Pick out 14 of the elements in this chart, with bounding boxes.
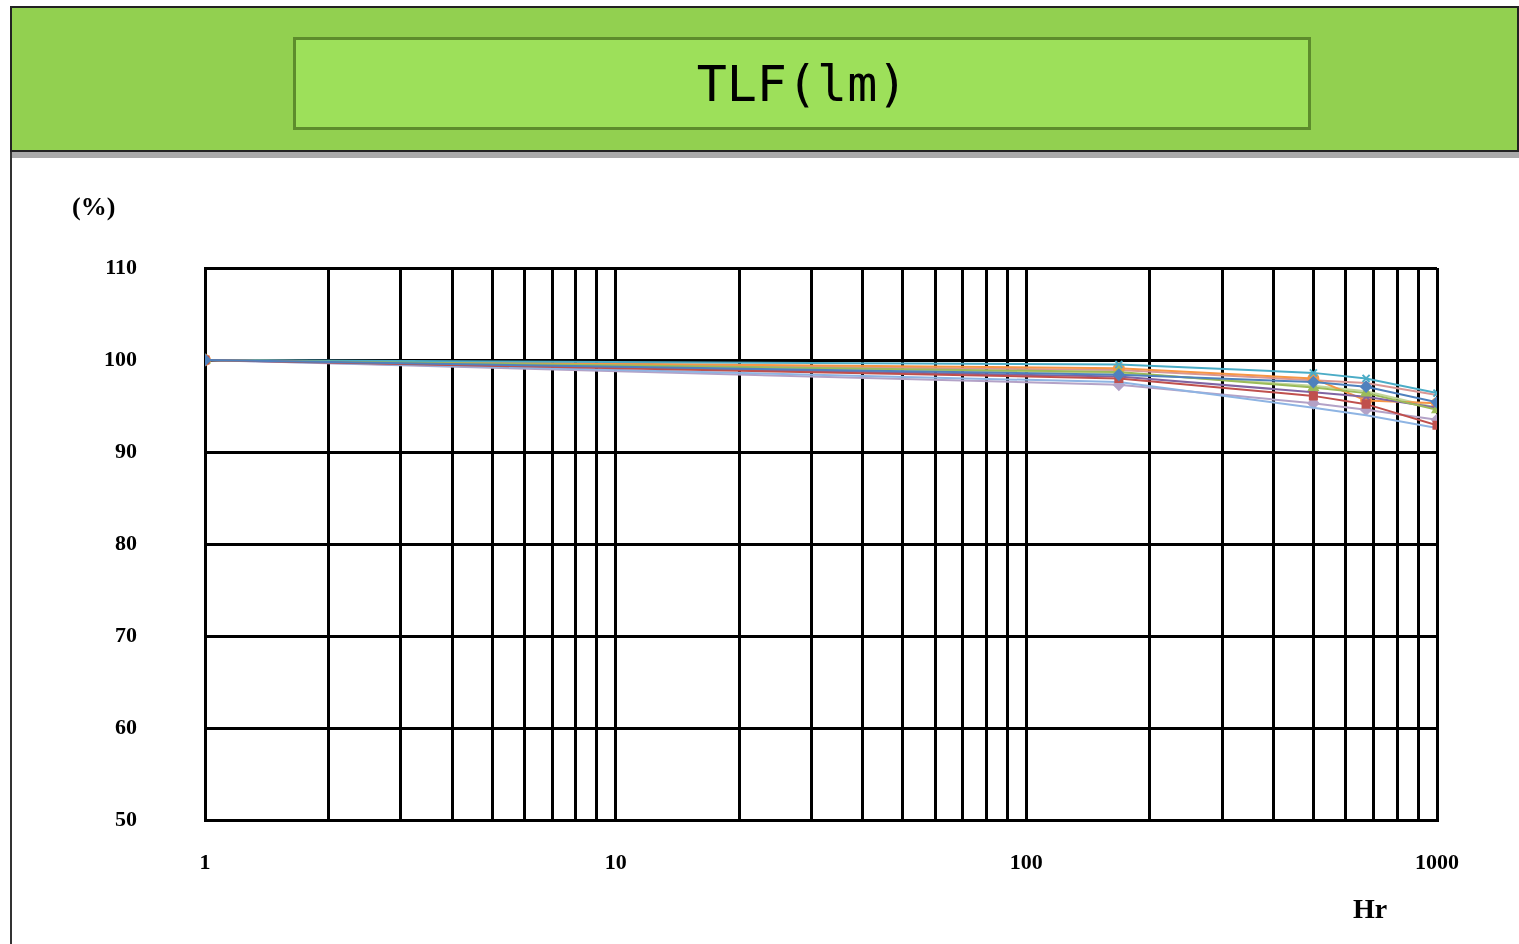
y-tick-label: 80	[115, 529, 137, 555]
y-tick-label: 70	[115, 621, 137, 647]
y-tick-label: 50	[115, 805, 137, 831]
y-tick-label: 100	[104, 345, 137, 371]
y-tick-label: 90	[115, 437, 137, 463]
x-tick-label: 10	[604, 848, 627, 874]
x-tick-label: 1	[199, 848, 211, 874]
x-axis-title: Hr	[1353, 893, 1388, 925]
chart-title: TLF(lm)	[293, 37, 1311, 130]
y-tick-label: 110	[105, 253, 137, 279]
x-tick-label: 1000	[1415, 848, 1459, 874]
y-axis-title: (%)	[72, 192, 116, 222]
x-tick-label: 100	[1009, 848, 1043, 874]
y-tick-label: 60	[115, 713, 137, 739]
